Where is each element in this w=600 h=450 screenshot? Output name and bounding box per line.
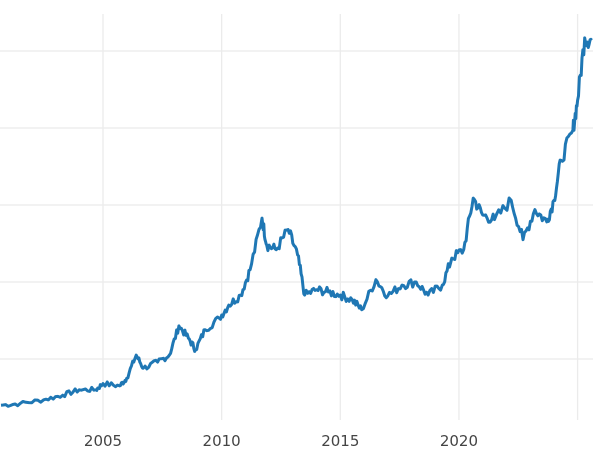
series-line bbox=[0, 36, 593, 408]
x-tick-label: 2020 bbox=[440, 432, 478, 450]
gridlines bbox=[0, 14, 593, 420]
x-tick-label: 2010 bbox=[203, 432, 241, 450]
x-axis-ticks: 2005 2010 2015 2020 bbox=[84, 432, 478, 450]
x-tick-label: 2015 bbox=[321, 432, 359, 450]
x-tick-label: 2005 bbox=[84, 432, 122, 450]
